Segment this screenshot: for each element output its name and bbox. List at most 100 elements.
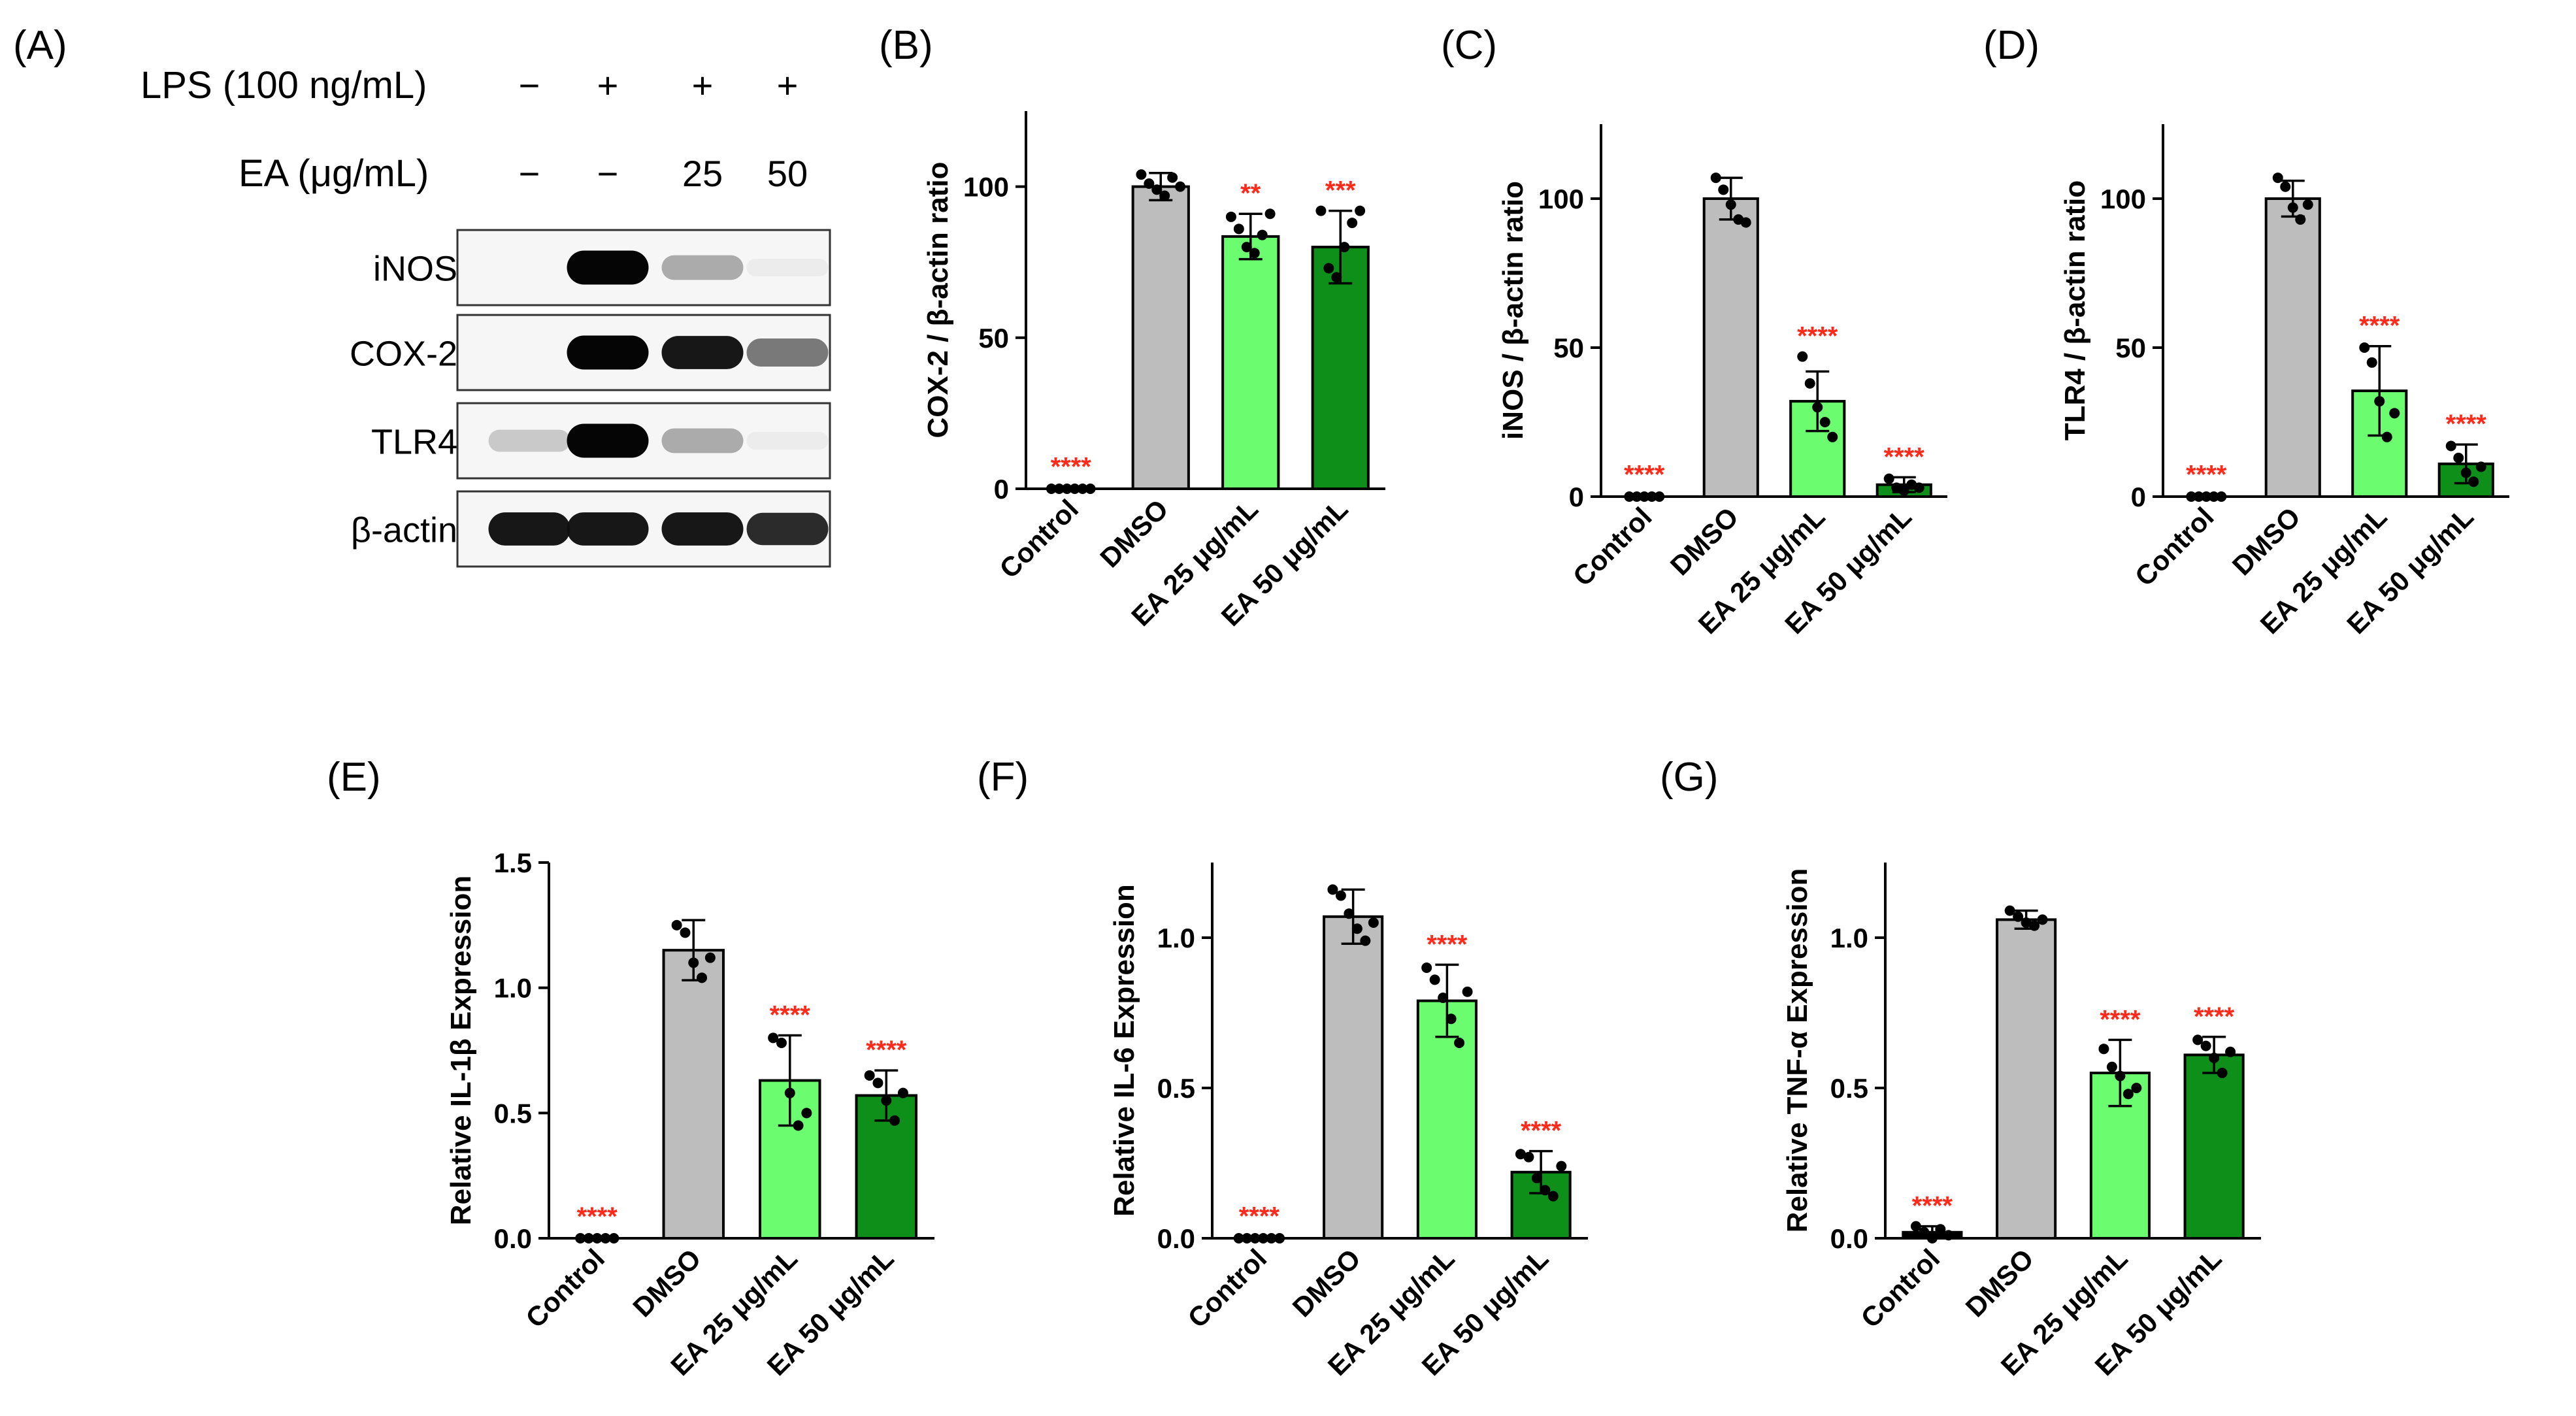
lps-lane-sign: −: [519, 65, 540, 106]
data-point: [1547, 1191, 1559, 1202]
data-point: [1266, 1233, 1277, 1243]
bar: [662, 949, 725, 1240]
data-point: [1654, 491, 1665, 502]
y-tick-label: 0: [1569, 482, 1584, 512]
significance-label: ****: [1624, 461, 1665, 489]
bar: [2089, 1072, 2151, 1240]
significance-label: ****: [1884, 442, 1925, 471]
significance-label: ****: [866, 1036, 907, 1064]
data-point: [2122, 1089, 2134, 1100]
x-tick-label: Control: [2129, 501, 2220, 592]
data-point: [1242, 1233, 1253, 1243]
western-blot-panel: LPS (100 ng/mL) EA (μg/mL) − + + + − − 25 50 iNO…: [140, 64, 831, 568]
data-point: [1257, 229, 1268, 240]
data-point: [2106, 1061, 2117, 1072]
data-point: [608, 1233, 619, 1243]
data-point: [1258, 1233, 1269, 1243]
data-point: [768, 1032, 779, 1044]
data-point: [1438, 993, 1449, 1003]
data-point: [1624, 491, 1635, 502]
data-point: [793, 1120, 804, 1131]
data-point: [1910, 1221, 1921, 1232]
data-point: [881, 1095, 892, 1106]
blot-band: [746, 338, 829, 367]
data-point: [1631, 491, 1642, 502]
significance-label: ****: [2359, 312, 2400, 340]
data-point: [688, 957, 699, 968]
data-point: [697, 972, 708, 983]
y-tick-label: 0.0: [494, 1223, 532, 1254]
chart-2: 0 50 100 TLR4 / β-actin ratio **** Control DMS…: [2059, 124, 2509, 640]
chart-4: 0.0 0.5 1.0 Relative IL-6 Expression **** Con…: [1108, 863, 1588, 1381]
y-tick-label: 50: [1553, 333, 1584, 363]
y-tick-label: 0.5: [1157, 1073, 1195, 1104]
chart-0: 0 50 100 COX-2 / β-actin ratio **** Control DM…: [922, 111, 1385, 632]
chart-1: 0 50 100 iNOS / β-actin ratio **** Control DMS…: [1497, 124, 1947, 640]
y-tick-label: 100: [963, 172, 1009, 203]
data-point: [2216, 491, 2227, 502]
y-tick-label: 100: [1538, 184, 1584, 214]
data-point: [872, 1078, 883, 1089]
data-point: [1531, 1173, 1542, 1183]
data-point: [2200, 1040, 2211, 1051]
y-axis-label: TLR4 / β-actin ratio: [2059, 180, 2091, 440]
blot-row-label: COX-2: [350, 335, 457, 374]
lps-lane-sign: +: [777, 65, 799, 106]
data-point: [2389, 408, 2400, 419]
y-axis-label: Relative TNF-α Expression: [1781, 868, 1813, 1233]
chart-3: 0.0 0.5 1.0 1.5 Relative IL-1β Expression ***…: [445, 848, 934, 1381]
data-point: [2217, 1068, 2228, 1078]
data-point: [1323, 263, 1334, 274]
x-tick-label: DMSO: [1094, 493, 1174, 573]
data-point: [1515, 1149, 1526, 1160]
data-point: [1943, 1230, 1954, 1241]
ea-lane-value: −: [519, 153, 540, 194]
data-point: [600, 1233, 611, 1243]
data-point: [1462, 986, 1473, 997]
bar: [1311, 246, 1370, 490]
data-point: [2208, 491, 2219, 502]
data-point: [1144, 178, 1155, 189]
x-tick-label: Control: [993, 493, 1084, 584]
data-point: [1718, 184, 1729, 195]
data-point: [2115, 1070, 2126, 1081]
significance-label: **: [1240, 179, 1261, 208]
data-point: [1725, 199, 1736, 210]
y-tick-label: 1.0: [494, 973, 532, 1004]
data-point: [1225, 211, 1236, 222]
significance-label: ****: [2446, 410, 2487, 438]
data-point: [2287, 202, 2298, 213]
bar: [1221, 235, 1280, 490]
data-point: [1053, 484, 1065, 494]
data-point: [1421, 963, 1432, 973]
significance-label: ****: [2100, 1005, 2141, 1034]
data-point: [1151, 184, 1163, 195]
blot-row-label: TLR4: [371, 423, 457, 462]
data-point: [1339, 242, 1350, 253]
bar: [2183, 1053, 2245, 1240]
data-point: [2366, 357, 2377, 368]
y-tick-label: 1.5: [494, 848, 532, 878]
y-axis-label: COX-2 / β-actin ratio: [922, 162, 954, 438]
significance-label: ****: [577, 1202, 618, 1231]
data-point: [2475, 461, 2486, 472]
blot-band: [661, 428, 744, 453]
data-point: [1360, 935, 1371, 946]
data-point: [2029, 920, 2040, 931]
data-point: [2192, 1034, 2204, 1046]
blot-band: [567, 335, 649, 370]
data-point: [801, 1108, 812, 1119]
blot-band: [567, 512, 649, 546]
data-point: [1710, 173, 1721, 184]
x-tick-label: DMSO: [627, 1243, 706, 1323]
y-tick-label: 50: [978, 323, 1009, 354]
data-point: [1898, 485, 1909, 496]
y-axis-label: iNOS / β-actin ratio: [1497, 181, 1529, 440]
y-axis-label: Relative IL-1β Expression: [445, 876, 477, 1226]
data-point: [1085, 484, 1096, 494]
y-axis-label: Relative IL-6 Expression: [1108, 884, 1140, 1217]
blot-band: [567, 250, 649, 285]
data-point: [1159, 190, 1170, 201]
data-point: [2460, 467, 2471, 478]
